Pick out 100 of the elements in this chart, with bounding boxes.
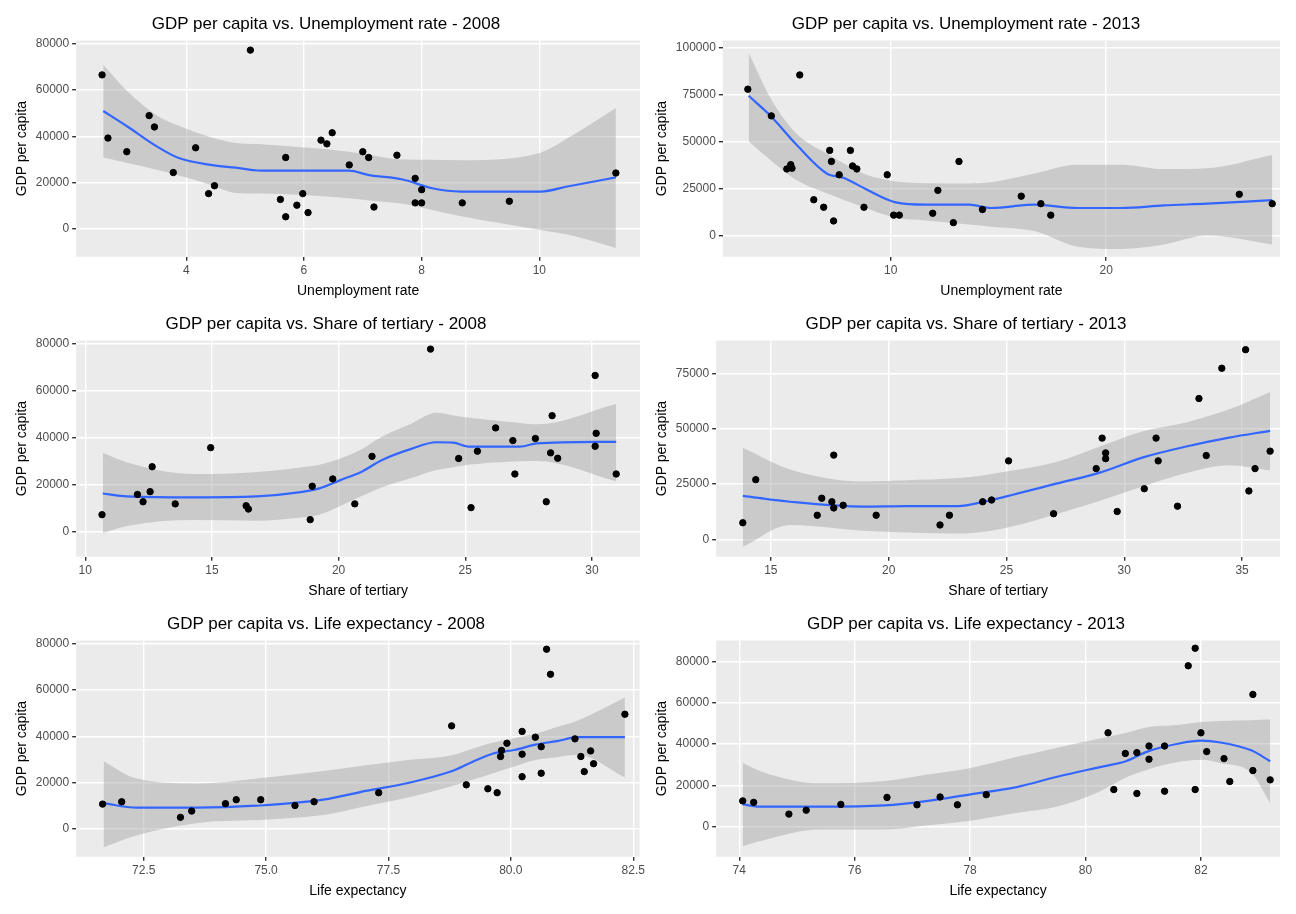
- point: [936, 521, 944, 529]
- point: [1145, 755, 1153, 763]
- point: [503, 739, 511, 747]
- y-axis-title: GDP per capita: [13, 400, 30, 497]
- x-tick-label: 82.5: [621, 863, 646, 878]
- point: [830, 504, 838, 512]
- x-tick-label: 8: [418, 263, 426, 278]
- point: [98, 511, 106, 519]
- point: [518, 727, 526, 736]
- x-tick-label: 6: [300, 263, 308, 278]
- point: [546, 449, 555, 457]
- point: [1160, 742, 1169, 750]
- chart-title: GDP per capita vs. Share of tertiary - 2013: [805, 313, 1127, 333]
- point: [1251, 464, 1259, 473]
- point: [739, 519, 747, 527]
- point: [1154, 457, 1162, 465]
- point: [987, 496, 996, 504]
- point: [210, 182, 219, 190]
- point: [1249, 766, 1257, 775]
- point: [839, 501, 847, 509]
- point: [592, 429, 600, 438]
- point: [518, 773, 526, 781]
- point: [1017, 192, 1025, 200]
- point: [872, 511, 880, 519]
- point: [591, 442, 599, 450]
- point: [586, 747, 595, 755]
- point: [846, 146, 855, 155]
- y-tick-label: 25000: [682, 180, 717, 195]
- y-axis-title: GDP per capita: [653, 100, 670, 197]
- point: [345, 161, 353, 169]
- point: [187, 807, 196, 815]
- point: [299, 189, 307, 198]
- point: [853, 165, 861, 173]
- y-tick-label: 20000: [35, 775, 70, 790]
- point: [123, 148, 131, 156]
- point: [117, 798, 126, 806]
- x-tick-label: 10: [884, 263, 898, 278]
- point: [548, 411, 556, 420]
- y-tick-label: 80000: [675, 653, 710, 668]
- point: [612, 169, 620, 177]
- point: [860, 203, 868, 211]
- point: [1173, 502, 1182, 510]
- y-tick-label: 50000: [682, 134, 717, 149]
- y-axis-title: GDP per capita: [653, 700, 670, 797]
- y-tick-label: 60000: [35, 383, 70, 398]
- x-tick-label: 76: [847, 863, 862, 878]
- x-tick-label: 30: [585, 563, 599, 578]
- y-tick-label: 75000: [682, 87, 717, 102]
- point: [1004, 457, 1013, 465]
- point: [546, 670, 555, 678]
- line-series: [741, 429, 1272, 508]
- point: [1113, 507, 1121, 516]
- point: [531, 733, 540, 741]
- point: [1249, 690, 1257, 699]
- y-tick-label: 100000: [675, 40, 717, 55]
- y-tick-label: 80000: [35, 635, 70, 650]
- x-axis-title: Life expectancy: [949, 882, 1047, 899]
- point: [1047, 211, 1055, 219]
- chart-title: GDP per capita vs. Share of tertiary - 2008: [165, 313, 487, 333]
- point: [204, 189, 213, 198]
- point: [591, 371, 599, 380]
- point: [1268, 199, 1276, 208]
- point: [913, 801, 921, 809]
- point: [1197, 729, 1205, 737]
- point: [1266, 776, 1274, 784]
- point: [739, 797, 747, 805]
- x-tick-label: 20: [331, 563, 346, 578]
- point: [936, 793, 944, 801]
- point: [509, 436, 517, 445]
- x-tick-label: 77.5: [376, 863, 401, 878]
- point: [1092, 464, 1100, 473]
- point: [1184, 662, 1192, 670]
- point: [104, 134, 112, 142]
- point: [830, 451, 838, 459]
- point: [291, 801, 299, 810]
- point: [497, 746, 506, 755]
- point: [169, 168, 177, 177]
- point: [571, 735, 579, 743]
- point: [246, 46, 255, 54]
- x-tick-label: 78: [963, 863, 978, 878]
- point: [1104, 729, 1112, 737]
- point: [221, 799, 230, 808]
- point: [1226, 777, 1234, 786]
- point: [1101, 449, 1110, 457]
- point: [496, 752, 505, 761]
- point: [393, 151, 401, 159]
- x-tick-label: 15: [764, 563, 778, 578]
- point: [370, 203, 378, 211]
- chart-title: GDP per capita vs. Unemployment rate - 2008: [151, 13, 501, 33]
- y-tick-label: 20000: [35, 175, 70, 190]
- point: [98, 71, 106, 79]
- y-tick-label: 50000: [675, 421, 710, 436]
- point: [802, 806, 810, 814]
- point: [589, 759, 598, 768]
- point: [819, 203, 828, 211]
- point: [1202, 451, 1210, 460]
- y-tick-label: 80000: [35, 36, 70, 51]
- point: [1195, 394, 1203, 403]
- point: [949, 218, 958, 227]
- point: [317, 136, 325, 144]
